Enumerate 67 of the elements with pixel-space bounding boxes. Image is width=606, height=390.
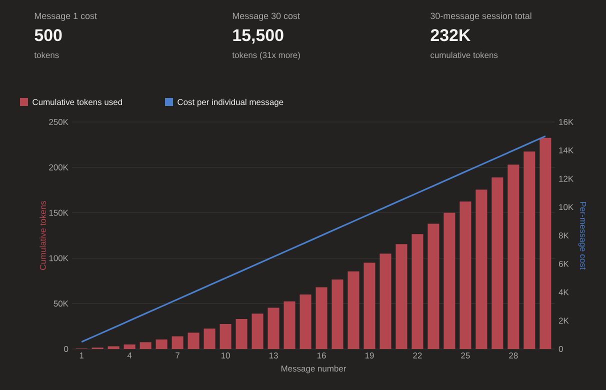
y2-tick-label: 4K bbox=[558, 289, 569, 296]
y2-tick-label: 6K bbox=[558, 260, 569, 267]
bar bbox=[220, 324, 232, 349]
y2-tick-label: 10K bbox=[559, 204, 574, 210]
x-tick-label: 25 bbox=[461, 352, 470, 359]
bar bbox=[252, 314, 264, 349]
y2-axis-title: Per-message cost bbox=[578, 202, 586, 270]
y-tick-label: 200K bbox=[49, 164, 68, 170]
y2-tick-label: 14K bbox=[559, 147, 574, 154]
legend-label: Cumulative tokens used bbox=[32, 98, 122, 106]
bar bbox=[460, 201, 472, 349]
x-tick-label: 28 bbox=[509, 352, 518, 359]
bar bbox=[204, 328, 216, 349]
text: cumulative tokens bbox=[430, 52, 498, 58]
x-tick-label: 13 bbox=[269, 352, 278, 359]
bar bbox=[380, 254, 392, 349]
y2-tick-label: 16K bbox=[559, 119, 574, 125]
text: tokens bbox=[34, 52, 59, 58]
bar bbox=[172, 336, 184, 349]
bar bbox=[124, 344, 136, 349]
x-tick-label: 19 bbox=[365, 352, 374, 359]
text: tokens (31x more) bbox=[232, 52, 300, 60]
text: 232K bbox=[430, 29, 471, 42]
bar bbox=[508, 164, 520, 349]
bar bbox=[236, 319, 248, 349]
bar bbox=[300, 294, 312, 349]
bar bbox=[332, 280, 344, 349]
bar bbox=[476, 190, 488, 349]
bar bbox=[540, 138, 552, 349]
bar bbox=[188, 332, 200, 349]
bar bbox=[396, 244, 408, 349]
x-tick-label: 1 bbox=[80, 352, 84, 358]
x-axis-title: Message number bbox=[281, 365, 346, 374]
y-tick-label: 250K bbox=[49, 119, 68, 125]
y-tick-label: 150K bbox=[49, 210, 68, 216]
bar bbox=[316, 287, 328, 349]
bar bbox=[156, 339, 168, 349]
bar bbox=[268, 308, 280, 349]
y-tick-label: 50K bbox=[54, 300, 68, 307]
bar bbox=[108, 346, 120, 349]
bar bbox=[428, 224, 440, 349]
y2-tick-label: 12K bbox=[559, 176, 574, 182]
y2-tick-label: 8K bbox=[558, 232, 569, 238]
bar bbox=[412, 234, 424, 349]
text: Message 1 cost bbox=[34, 12, 97, 21]
y-tick-label: 0 bbox=[64, 346, 68, 352]
x-tick-label: 10 bbox=[221, 352, 230, 359]
bar bbox=[140, 342, 152, 349]
x-tick-label: 16 bbox=[317, 352, 326, 359]
bar bbox=[364, 262, 376, 349]
bar bbox=[524, 152, 536, 349]
y2-tick-label: 2K bbox=[558, 318, 569, 324]
legend-label: Cost per individual message bbox=[178, 98, 284, 107]
text: 30-message session total bbox=[430, 12, 532, 21]
y2-tick-label: 0 bbox=[558, 346, 563, 352]
bar bbox=[348, 271, 360, 349]
bar bbox=[444, 212, 456, 349]
x-tick-label: 7 bbox=[176, 352, 180, 358]
x-tick-label: 4 bbox=[127, 352, 132, 358]
text: 15,500 bbox=[233, 29, 284, 44]
bar bbox=[492, 177, 504, 349]
text: 500 bbox=[34, 29, 62, 42]
x-tick-label: 22 bbox=[413, 352, 422, 358]
y-tick-label: 100K bbox=[49, 255, 68, 262]
text: Message 30 cost bbox=[232, 12, 300, 21]
bar bbox=[284, 301, 296, 349]
y-axis-title: Cumulative tokens bbox=[40, 201, 46, 270]
